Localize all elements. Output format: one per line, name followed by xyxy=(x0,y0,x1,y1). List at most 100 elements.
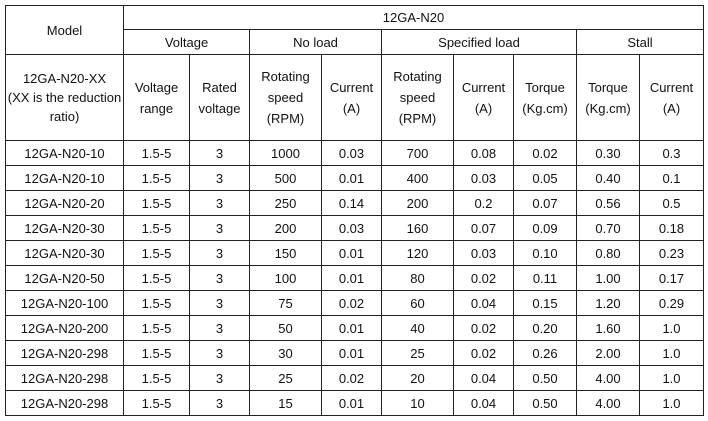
cell-voltage-range: 1.5-5 xyxy=(123,215,190,241)
motor-spec-table: Model 12GA-N20 Voltage No load Specified… xyxy=(5,5,704,416)
cell-noload-speed: 150 xyxy=(249,240,322,266)
cell-stall-torque: 0.70 xyxy=(576,215,640,241)
cell-model: 12GA-N20-200 xyxy=(5,315,124,341)
table-row: 12GA-N20-100 1.5-5 3 75 0.02 60 0.04 0.15 1.20 0.… xyxy=(5,290,704,316)
table-row: 12GA-N20-298 1.5-5 3 15 0.01 10 0.04 0.50 4.00 1.… xyxy=(5,390,704,416)
cell-rated-voltage: 3 xyxy=(189,240,250,266)
cell-model: 12GA-N20-298 xyxy=(5,365,124,391)
cell-model: 12GA-N20-30 xyxy=(5,240,124,266)
cell-load-speed: 60 xyxy=(381,290,454,316)
cell-model: 12GA-N20-10 xyxy=(5,140,124,166)
cell-load-speed: 10 xyxy=(381,390,454,416)
cell-stall-torque: 0.30 xyxy=(576,140,640,166)
cell-load-torque: 0.26 xyxy=(513,340,577,366)
cell-voltage-range: 1.5-5 xyxy=(123,390,190,416)
col-stall-torque: Torque (Kg.cm) xyxy=(576,54,640,141)
cell-model: 12GA-N20-20 xyxy=(5,190,124,216)
cell-load-speed: 400 xyxy=(381,165,454,191)
cell-load-speed: 80 xyxy=(381,265,454,291)
cell-load-torque: 0.02 xyxy=(513,140,577,166)
cell-load-torque: 0.15 xyxy=(513,290,577,316)
cell-noload-speed: 25 xyxy=(249,365,322,391)
col-load-speed: Rotating speed (RPM) xyxy=(381,54,454,141)
cell-load-current: 0.04 xyxy=(453,290,514,316)
table-row: 12GA-N20-10 1.5-5 3 500 0.01 400 0.03 0.05 0.40 0… xyxy=(5,165,704,191)
cell-noload-speed: 1000 xyxy=(249,140,322,166)
cell-load-current: 0.04 xyxy=(453,365,514,391)
cell-noload-current: 0.02 xyxy=(321,365,382,391)
group-stall: Stall xyxy=(576,29,704,55)
cell-rated-voltage: 3 xyxy=(189,340,250,366)
cell-load-torque: 0.50 xyxy=(513,390,577,416)
header-row-groups: Voltage No load Specified load Stall xyxy=(6,29,704,55)
cell-noload-speed: 500 xyxy=(249,165,322,191)
cell-model: 12GA-N20-100 xyxy=(5,290,124,316)
cell-noload-speed: 75 xyxy=(249,290,322,316)
cell-rated-voltage: 3 xyxy=(189,265,250,291)
cell-stall-torque: 4.00 xyxy=(576,365,640,391)
cell-stall-current: 0.29 xyxy=(639,290,704,316)
cell-stall-torque: 0.56 xyxy=(576,190,640,216)
header-row-product: Model 12GA-N20 xyxy=(5,5,704,55)
cell-noload-current: 0.01 xyxy=(321,340,382,366)
group-voltage: Voltage xyxy=(123,29,250,55)
cell-stall-torque: 1.00 xyxy=(576,265,640,291)
cell-load-current: 0.02 xyxy=(453,340,514,366)
cell-stall-current: 0.3 xyxy=(639,140,704,166)
cell-load-current: 0.03 xyxy=(453,165,514,191)
cell-voltage-range: 1.5-5 xyxy=(123,340,190,366)
col-rated-voltage: Rated voltage xyxy=(189,54,250,141)
cell-load-speed: 20 xyxy=(381,365,454,391)
table-row: 12GA-N20-298 1.5-5 3 25 0.02 20 0.04 0.50 4.00 1.… xyxy=(5,365,704,391)
cell-stall-torque: 0.80 xyxy=(576,240,640,266)
cell-load-torque: 0.10 xyxy=(513,240,577,266)
cell-voltage-range: 1.5-5 xyxy=(123,165,190,191)
cell-voltage-range: 1.5-5 xyxy=(123,140,190,166)
cell-load-torque: 0.50 xyxy=(513,365,577,391)
cell-stall-current: 1.0 xyxy=(639,340,704,366)
cell-noload-current: 0.02 xyxy=(321,290,382,316)
model-header: Model xyxy=(5,5,124,55)
cell-noload-current: 0.01 xyxy=(321,165,382,191)
cell-noload-current: 0.03 xyxy=(321,215,382,241)
cell-noload-current: 0.14 xyxy=(321,190,382,216)
cell-stall-current: 0.1 xyxy=(639,165,704,191)
table-row: 12GA-N20-50 1.5-5 3 100 0.01 80 0.02 0.11 1.00 0.… xyxy=(5,265,704,291)
cell-noload-current: 0.03 xyxy=(321,140,382,166)
col-load-torque: Torque (Kg.cm) xyxy=(513,54,577,141)
cell-stall-torque: 2.00 xyxy=(576,340,640,366)
cell-model: 12GA-N20-50 xyxy=(5,265,124,291)
cell-load-current: 0.03 xyxy=(453,240,514,266)
cell-voltage-range: 1.5-5 xyxy=(123,365,190,391)
cell-noload-speed: 30 xyxy=(249,340,322,366)
table-row: 12GA-N20-30 1.5-5 3 200 0.03 160 0.07 0.09 0.70 0… xyxy=(5,215,704,241)
cell-stall-current: 0.17 xyxy=(639,265,704,291)
cell-noload-speed: 15 xyxy=(249,390,322,416)
col-load-current: Current (A) xyxy=(453,54,514,141)
cell-rated-voltage: 3 xyxy=(189,290,250,316)
cell-load-torque: 0.11 xyxy=(513,265,577,291)
cell-model: 12GA-N20-30 xyxy=(5,215,124,241)
cell-load-torque: 0.07 xyxy=(513,190,577,216)
cell-rated-voltage: 3 xyxy=(189,165,250,191)
cell-load-current: 0.04 xyxy=(453,390,514,416)
cell-load-current: 0.2 xyxy=(453,190,514,216)
cell-model: 12GA-N20-298 xyxy=(5,390,124,416)
cell-stall-current: 1.0 xyxy=(639,365,704,391)
cell-stall-current: 0.18 xyxy=(639,215,704,241)
cell-load-speed: 160 xyxy=(381,215,454,241)
cell-load-speed: 40 xyxy=(381,315,454,341)
cell-rated-voltage: 3 xyxy=(189,315,250,341)
cell-stall-torque: 1.60 xyxy=(576,315,640,341)
cell-stall-torque: 0.40 xyxy=(576,165,640,191)
col-voltage-range: Voltage range xyxy=(123,54,190,141)
cell-voltage-range: 1.5-5 xyxy=(123,190,190,216)
table-row: 12GA-N20-298 1.5-5 3 30 0.01 25 0.02 0.26 2.00 1.… xyxy=(5,340,704,366)
cell-load-torque: 0.20 xyxy=(513,315,577,341)
cell-load-torque: 0.09 xyxy=(513,215,577,241)
group-no-load: No load xyxy=(249,29,382,55)
group-specified-load: Specified load xyxy=(381,29,577,55)
table-row: 12GA-N20-30 1.5-5 3 150 0.01 120 0.03 0.10 0.80 0… xyxy=(5,240,704,266)
cell-load-torque: 0.05 xyxy=(513,165,577,191)
cell-load-speed: 200 xyxy=(381,190,454,216)
